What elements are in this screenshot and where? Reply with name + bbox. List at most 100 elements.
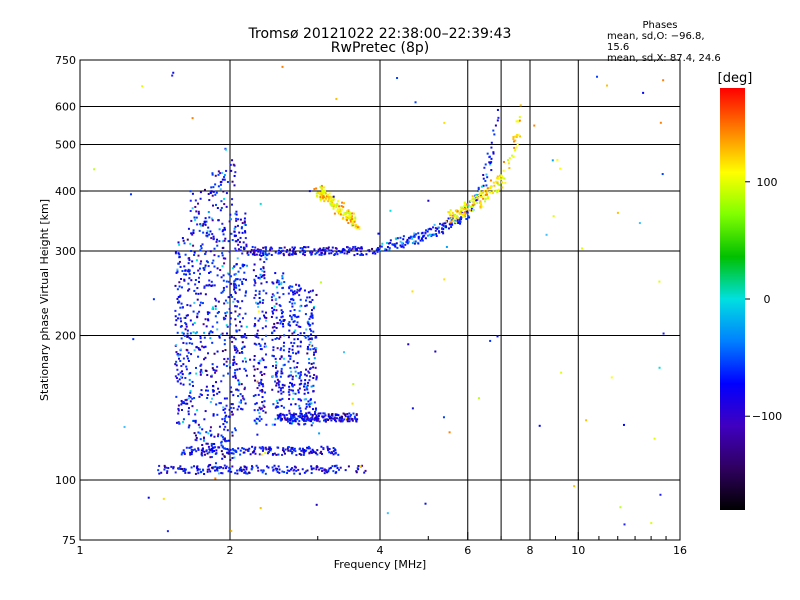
data-point [180,277,183,280]
data-point [323,415,326,418]
data-point [192,419,195,422]
data-point [280,309,283,312]
data-point [281,274,284,277]
data-point [345,215,348,218]
data-point [221,332,224,335]
data-point [191,265,194,268]
data-point [307,400,310,403]
data-point [187,410,190,413]
data-point [182,332,185,335]
data-point [441,223,444,226]
data-point [190,250,193,253]
data-point [299,373,302,376]
data-point [177,412,180,415]
data-point [253,374,256,377]
data-point [223,464,226,467]
data-point [312,377,315,380]
data-point [352,212,355,215]
data-point [181,373,184,376]
data-point [262,359,265,362]
data-point [327,196,330,199]
data-point [348,412,351,415]
data-point [298,472,301,475]
data-point [260,418,263,421]
data-point [278,246,281,249]
data-point [243,471,246,474]
data-point [194,205,197,208]
data-point [191,207,194,210]
data-point [240,468,243,471]
data-point [342,205,345,208]
data-point [291,419,294,422]
data-point [310,312,313,315]
x-tick-label: 16 [673,544,687,557]
data-point [311,322,314,325]
data-point [191,323,194,326]
data-point [233,235,236,238]
data-point [262,385,265,388]
data-point [190,353,193,356]
data-point [273,308,276,311]
data-point [253,409,256,412]
data-point [200,389,203,392]
data-point [482,190,485,193]
data-point [233,336,236,339]
x-tick-label: 2 [227,544,234,557]
data-point [263,270,266,273]
data-point [232,394,235,397]
data-point [330,204,333,207]
data-point [199,364,202,367]
data-point [189,453,192,456]
data-point [170,465,173,468]
data-point [176,317,179,320]
data-point [384,247,387,250]
data-point [211,284,214,287]
data-point [231,198,234,201]
data-point [373,250,376,253]
data-point [233,265,236,268]
data-point [311,413,314,416]
data-point [295,253,298,256]
data-point [223,262,226,265]
data-point [338,210,341,213]
data-point [414,101,417,104]
data-point [323,249,326,252]
data-point [222,286,225,289]
data-point [272,403,275,406]
data-point [466,208,469,211]
data-point [245,245,248,248]
data-point [304,450,307,453]
data-point [218,335,221,338]
data-point [240,347,243,350]
data-point [278,414,281,417]
data-point [346,418,349,421]
data-point [234,369,237,372]
data-point [297,389,300,392]
data-point [315,468,318,471]
data-point [251,466,254,469]
data-point [209,448,212,451]
data-point [287,253,290,256]
data-point [347,209,350,212]
data-point [212,237,215,240]
data-point [216,207,219,210]
data-point [177,262,180,265]
data-point [241,222,244,225]
data-point [241,408,244,411]
data-point [442,232,445,235]
data-point [291,332,294,335]
data-point [206,470,209,473]
data-point [489,179,492,182]
data-point [216,328,219,331]
phase-heading: Phases [642,20,678,31]
data-point [290,389,293,392]
data-point [305,299,308,302]
data-point [303,249,306,252]
data-point [258,293,261,296]
data-point [290,403,293,406]
data-point [183,278,186,281]
data-point [585,419,588,422]
data-point [287,446,290,449]
data-point [411,407,414,410]
data-point [193,289,196,292]
